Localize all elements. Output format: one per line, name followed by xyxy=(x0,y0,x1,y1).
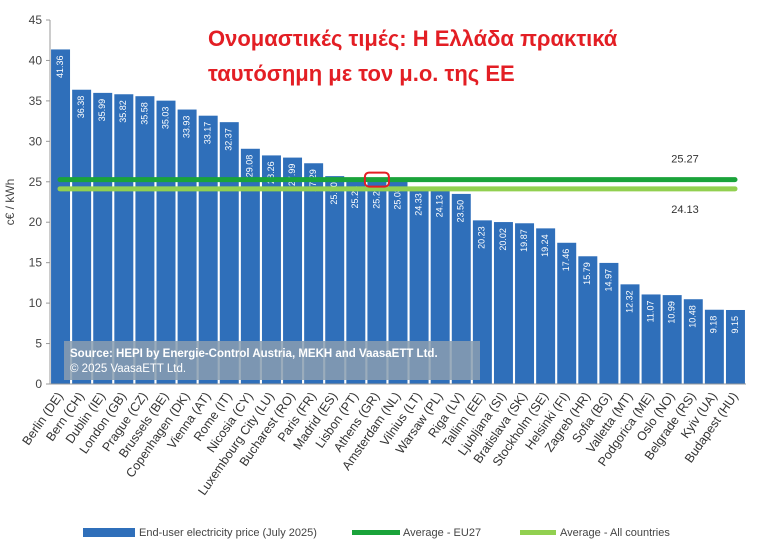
y-tick-label: 10 xyxy=(29,296,43,310)
bar-value-label: 10.99 xyxy=(667,301,677,324)
axes-group: 0 5 10 15 20 25 30 35 40 45 c€ / kWh xyxy=(3,13,746,391)
bar-value-label: 15.79 xyxy=(582,262,592,285)
athens-highlight-marker xyxy=(363,171,390,188)
y-tick-label: 30 xyxy=(29,134,43,148)
bar xyxy=(325,176,345,384)
chart-title: Ονομαστικές τιμές: Η Ελλάδα πρακτικά ταυ… xyxy=(208,26,618,86)
bar-value-label: 17.46 xyxy=(561,249,571,272)
y-tick-label: 25 xyxy=(29,175,43,189)
bar-value-label: 19.24 xyxy=(540,234,550,257)
legend-label-all: Average - All countries xyxy=(560,527,670,539)
bar-value-label: 11.07 xyxy=(645,300,655,322)
legend-swatch-bars xyxy=(83,528,135,537)
bar xyxy=(51,49,71,385)
y-tick-label: 0 xyxy=(35,377,42,391)
bar-value-label: 23.50 xyxy=(456,200,466,223)
bar-value-label: 29.08 xyxy=(245,155,255,178)
legend-swatch-eu27 xyxy=(352,530,400,535)
legend-swatch-all xyxy=(520,530,556,535)
bar-value-label: 35.03 xyxy=(160,107,170,130)
bar xyxy=(114,94,134,385)
bar xyxy=(283,157,303,384)
bar xyxy=(198,115,218,384)
bar xyxy=(662,295,682,384)
bar-value-label: 24.13 xyxy=(435,195,445,218)
source-line-2: © 2025 VaasaETT Ltd. xyxy=(70,363,186,375)
bar xyxy=(72,89,92,384)
bar xyxy=(388,181,408,384)
average-lines-group: 25.27 24.13 xyxy=(57,154,738,216)
bar-value-label: 25.08 xyxy=(392,187,402,210)
bar-value-label: 14.97 xyxy=(603,269,613,292)
y-tick-label: 35 xyxy=(29,94,43,108)
source-box: Source: HEPI by Energie-Control Austria,… xyxy=(64,341,480,380)
y-tick-label: 45 xyxy=(29,13,43,27)
bar xyxy=(641,294,661,384)
bar-value-label: 35.99 xyxy=(97,99,107,122)
title-line-2: ταυτόσημη με τον μ.ο. της ΕΕ xyxy=(208,61,515,86)
bar xyxy=(704,309,724,384)
bar-value-label: 19.87 xyxy=(519,229,529,252)
bar xyxy=(346,179,366,384)
bar xyxy=(240,148,260,384)
bar xyxy=(578,256,598,384)
bar xyxy=(430,188,450,384)
bar-value-label: 25.70 xyxy=(329,182,339,205)
bar-value-label: 41.36 xyxy=(55,55,65,78)
bar-value-label: 35.82 xyxy=(118,100,128,123)
bar-value-label: 9.15 xyxy=(730,316,740,334)
bar xyxy=(620,284,640,384)
bar-value-label: 27.99 xyxy=(287,164,297,187)
bar xyxy=(683,299,703,384)
bar xyxy=(725,309,745,384)
bar xyxy=(93,92,113,384)
title-line-1: Ονομαστικές τιμές: Η Ελλάδα πρακτικά xyxy=(208,26,618,51)
bar-value-label: 12.32 xyxy=(624,290,634,313)
y-axis-label: c€ / kWh xyxy=(3,179,17,226)
bar-value-label: 20.23 xyxy=(477,226,487,249)
legend-label-bars: End-user electricity price (July 2025) xyxy=(139,527,317,539)
bar xyxy=(536,228,556,384)
highlight-group xyxy=(363,171,390,188)
bar xyxy=(557,242,577,384)
bar-value-label: 9.18 xyxy=(709,316,719,334)
y-tick-label: 20 xyxy=(29,215,43,229)
bar-value-label: 35.58 xyxy=(139,102,149,125)
bar-value-label: 33.17 xyxy=(203,122,213,145)
bar-value-label: 28.26 xyxy=(266,161,276,184)
bar-value-label: 25.23 xyxy=(350,186,360,209)
bar xyxy=(409,187,429,384)
bar-value-label: 33.93 xyxy=(181,116,191,139)
bar xyxy=(451,193,471,384)
average-eu27-value-label: 25.27 xyxy=(671,154,699,166)
average-all-countries-value-label: 24.13 xyxy=(671,204,699,216)
legend-label-eu27: Average - EU27 xyxy=(403,527,481,539)
category-labels-group: Berlin (DE)Bern (CH)Dublin (IE)London (G… xyxy=(19,390,740,498)
bar-value-label: 36.38 xyxy=(76,96,86,119)
bar xyxy=(135,96,155,385)
y-tick-label: 40 xyxy=(29,53,43,67)
bar xyxy=(304,163,324,384)
bar xyxy=(156,100,176,384)
source-background xyxy=(64,341,480,380)
y-tick-label: 5 xyxy=(35,337,42,351)
bar xyxy=(493,222,513,384)
bar xyxy=(515,223,535,384)
bar xyxy=(261,155,281,384)
bar-value-label: 20.02 xyxy=(498,228,508,251)
bar-value-label: 25.20 xyxy=(371,186,381,209)
bar xyxy=(367,180,387,384)
bar-value-label: 24.33 xyxy=(413,193,423,216)
bars-group: 41.36 36.38 35.99 35.82 35.58 35.03 33.93 33.17… xyxy=(51,49,745,385)
source-line-1: Source: HEPI by Energie-Control Austria,… xyxy=(70,348,438,360)
legend: End-user electricity price (July 2025) A… xyxy=(83,527,670,539)
y-tick-label: 15 xyxy=(29,256,43,270)
bar xyxy=(599,262,619,384)
bar-value-label: 32.37 xyxy=(224,128,234,151)
bar-value-label: 10.48 xyxy=(688,305,698,328)
